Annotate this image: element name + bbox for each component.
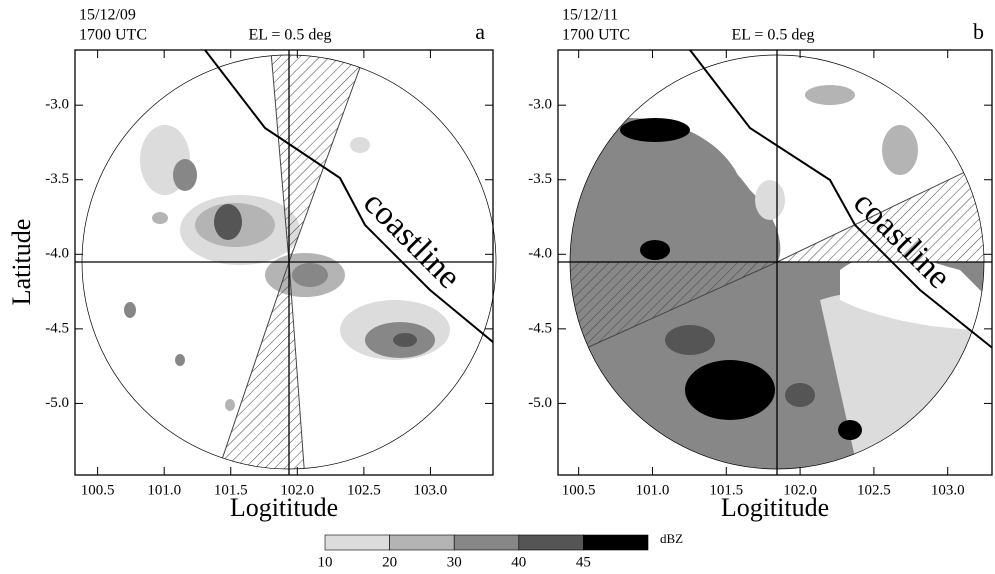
x-tick-label: 103.0 (931, 482, 965, 498)
y-tick-label: -5.0 (45, 395, 69, 411)
time: 1700 UTC (562, 27, 630, 44)
colorbar-tick-label: 10 (318, 554, 333, 570)
date: 15/12/11 (562, 7, 618, 24)
y-tick-label: -3.5 (528, 171, 552, 187)
x-axis-label: Logititude (230, 493, 338, 522)
x-tick-label: 100.5 (81, 482, 115, 498)
chart-title: EL = 0.5 deg (731, 27, 814, 44)
panel-label: a (475, 19, 485, 44)
colorbar-tick-label: 40 (511, 554, 526, 570)
x-tick-label: 102.0 (280, 482, 314, 498)
y-tick-label: -4.5 (528, 320, 552, 336)
colorbar-segment (518, 534, 584, 551)
overlay-b (558, 50, 992, 475)
colorbar-segment (453, 534, 520, 551)
colorbar-segment (389, 534, 455, 551)
date: 15/12/09 (79, 7, 136, 24)
x-tick-label: 101.5 (709, 482, 743, 498)
y-tick-label: -4.5 (45, 320, 69, 336)
x-tick-label: 101.0 (636, 482, 670, 498)
colorbar-unit: dBZ (660, 531, 683, 546)
x-tick-label: 100.5 (562, 482, 596, 498)
colorbar-segment (324, 534, 390, 551)
panel-label: b (973, 19, 984, 44)
reflectivity-a (124, 55, 450, 469)
plot-frame (557, 49, 993, 476)
chart-title: EL = 0.5 deg (248, 27, 331, 44)
colorbar-segment (583, 534, 649, 551)
overlay-a (75, 50, 493, 475)
time: 1700 UTC (79, 27, 147, 44)
colorbar-tick-label: 20 (382, 554, 397, 570)
colorbar-tick-label: 45 (576, 554, 591, 570)
x-tick-label: 102.5 (857, 482, 891, 498)
x-tick-label: 101.5 (214, 482, 248, 498)
y-tick-label: -4.0 (528, 246, 552, 262)
x-tick-label: 102.5 (347, 482, 381, 498)
y-tick-label: -4.0 (45, 246, 69, 262)
x-tick-label: 103.0 (414, 482, 448, 498)
annotation: coastline (356, 184, 468, 296)
y-axis-label: Latitude (7, 219, 36, 306)
x-axis-label: Logititude (721, 493, 829, 522)
y-tick-label: -3.5 (45, 171, 69, 187)
y-tick-label: -3.0 (45, 97, 69, 113)
plot-frame (74, 49, 494, 476)
y-tick-label: -5.0 (528, 395, 552, 411)
x-tick-label: 101.0 (147, 482, 181, 498)
x-tick-label: 102.0 (783, 482, 817, 498)
colorbar-tick-label: 30 (447, 554, 462, 570)
y-tick-label: -3.0 (528, 97, 552, 113)
